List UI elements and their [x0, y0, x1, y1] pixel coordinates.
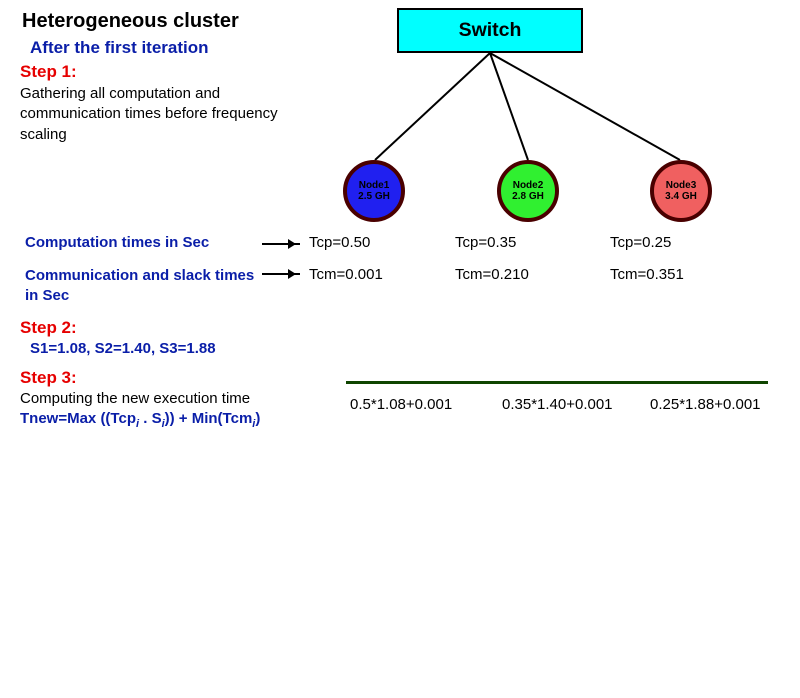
n2-tcm: Tcm=0.210: [455, 266, 529, 283]
step1-desc: Gathering all computation and communicat…: [20, 84, 320, 145]
edge-1: [375, 53, 490, 160]
step3-formula: Tnew=Max ((Tcpi . Si)) + Min(Tcmi): [20, 410, 260, 430]
node2: Node2 2.8 GH: [497, 160, 559, 222]
n2-tcp: Tcp=0.35: [455, 234, 516, 251]
comm-label: Communication and slack times in Sec: [25, 266, 265, 305]
n3-tcp: Tcp=0.25: [610, 234, 671, 251]
node3: Node3 3.4 GH: [650, 160, 712, 222]
edge-3: [490, 53, 680, 160]
step1-label: Step 1:: [20, 62, 77, 82]
node3-freq: 3.4 GH: [665, 191, 697, 202]
subtitle: After the first iteration: [30, 38, 209, 58]
node2-freq: 2.8 GH: [512, 191, 544, 202]
n1-tcm: Tcm=0.001: [309, 266, 383, 283]
edge-2: [490, 53, 528, 160]
arrow-comm: [262, 273, 300, 275]
node1: Node1 2.5 GH: [343, 160, 405, 222]
switch-label: Switch: [459, 19, 522, 42]
n3-calc: 0.25*1.88+0.001: [650, 396, 761, 413]
divider-line: [346, 381, 768, 384]
f3: )) + Min(Tcm: [165, 410, 253, 427]
node1-freq: 2.5 GH: [358, 191, 390, 202]
arrow-comp: [262, 243, 300, 245]
page-title: Heterogeneous cluster: [22, 10, 239, 33]
step3-label: Step 3:: [20, 368, 77, 388]
node2-name: Node2: [513, 180, 544, 191]
switch-box: Switch: [397, 8, 583, 53]
node3-name: Node3: [666, 180, 697, 191]
n1-tcp: Tcp=0.50: [309, 234, 370, 251]
f4: ): [255, 410, 260, 427]
node1-name: Node1: [359, 180, 390, 191]
comp-label: Computation times in Sec: [25, 234, 209, 251]
step2-label: Step 2:: [20, 318, 77, 338]
n1-calc: 0.5*1.08+0.001: [350, 396, 452, 413]
n3-tcm: Tcm=0.351: [610, 266, 684, 283]
f1: Tnew=Max ((Tcp: [20, 410, 136, 427]
n2-calc: 0.35*1.40+0.001: [502, 396, 613, 413]
step2-vals: S1=1.08, S2=1.40, S3=1.88: [30, 340, 216, 357]
f2: . S: [139, 410, 162, 427]
step3-desc: Computing the new execution time: [20, 390, 250, 407]
